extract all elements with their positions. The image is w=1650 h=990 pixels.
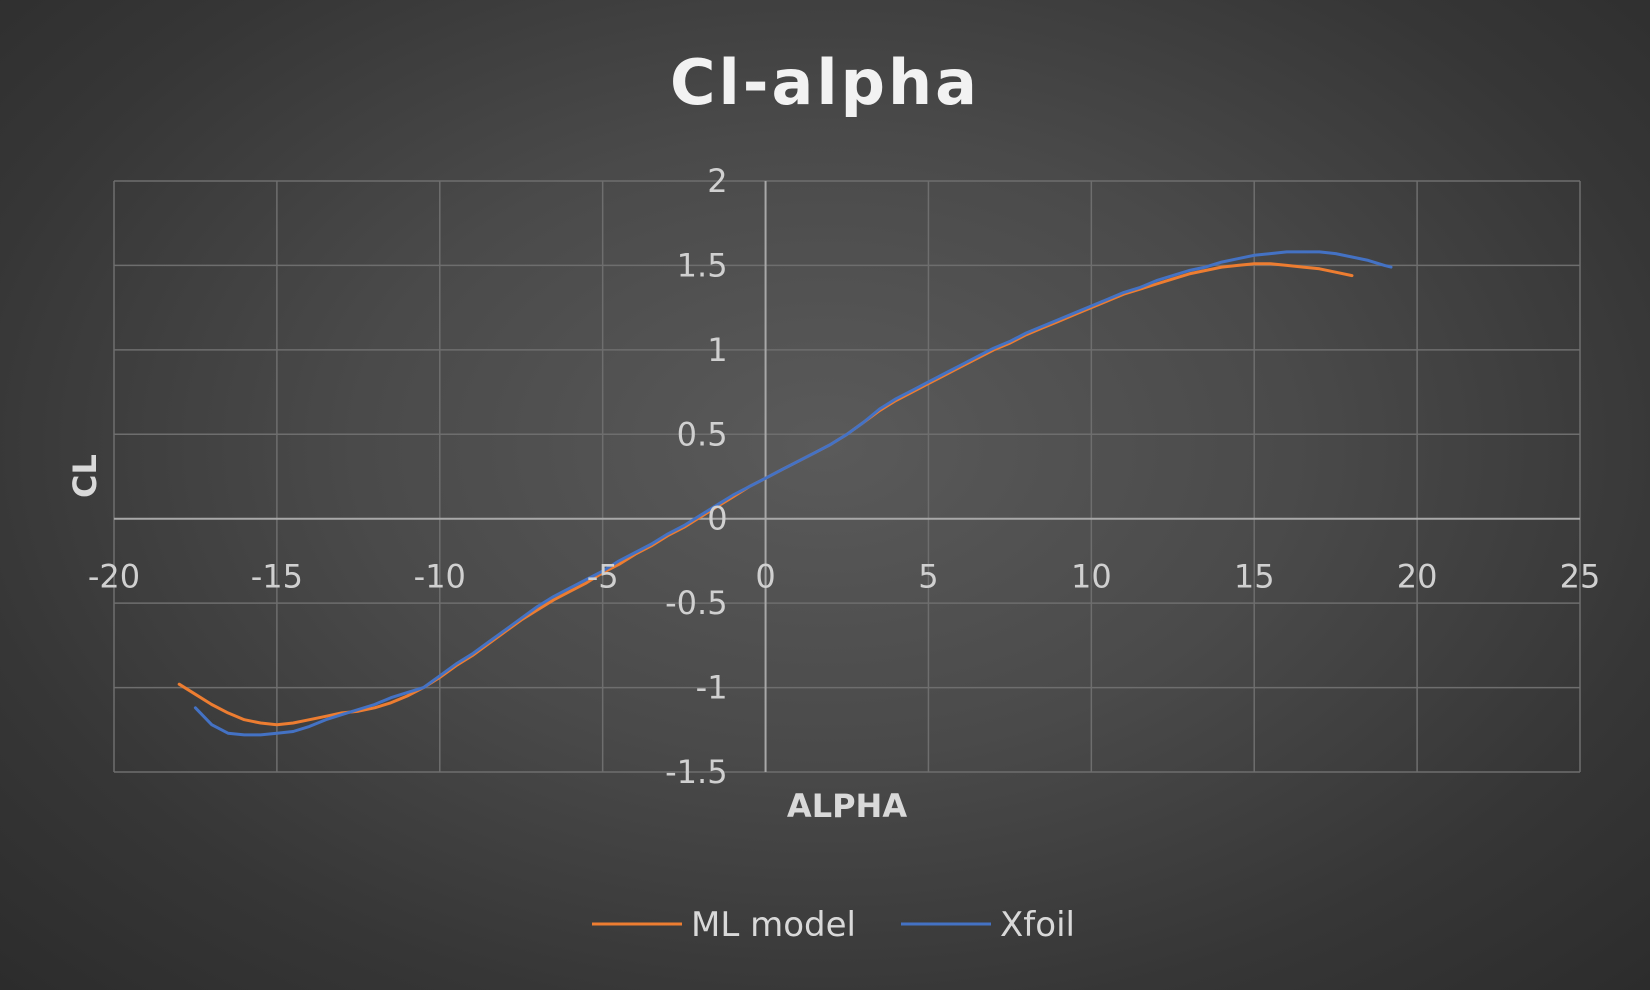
tick-labels: -20 -15 -10 -5 0 5 10 15 20 25 -1.5 -1 -0.5 0 0.5 1 1.5 2 bbox=[88, 162, 1600, 791]
x-tick-label: 25 bbox=[1560, 558, 1601, 596]
legend-label-xfoil: Xfoil bbox=[1000, 905, 1075, 945]
y-tick-label: 1.5 bbox=[677, 246, 728, 284]
x-tick-label: -10 bbox=[414, 558, 466, 596]
chart-title: Cl-alpha bbox=[670, 46, 980, 119]
series-line-xfoil bbox=[193, 250, 1393, 737]
y-tick-label: 1 bbox=[707, 331, 727, 369]
legend-label-ml-model: ML model bbox=[691, 905, 856, 945]
x-tick-label: 15 bbox=[1234, 558, 1275, 596]
x-tick-label: 5 bbox=[918, 558, 938, 596]
x-tick-label: -20 bbox=[88, 558, 140, 596]
y-tick-label: -1.5 bbox=[665, 753, 727, 791]
y-tick-label: 0.5 bbox=[677, 415, 728, 453]
x-tick-label: 0 bbox=[755, 558, 775, 596]
legend: ML model Xfoil bbox=[592, 905, 1075, 945]
y-axis-title: CL bbox=[66, 454, 104, 498]
y-tick-label: -1 bbox=[696, 669, 728, 707]
y-tick-label: 2 bbox=[707, 162, 727, 200]
data-series bbox=[177, 250, 1393, 737]
x-tick-label: 20 bbox=[1397, 558, 1438, 596]
x-tick-label: 10 bbox=[1071, 558, 1112, 596]
x-tick-label: -15 bbox=[251, 558, 303, 596]
axes bbox=[114, 181, 1580, 772]
y-tick-label: 0 bbox=[707, 500, 727, 538]
x-tick-label: -5 bbox=[587, 558, 619, 596]
y-tick-label: -0.5 bbox=[665, 584, 727, 622]
x-axis-title: ALPHA bbox=[787, 787, 907, 825]
gridlines bbox=[113, 180, 1581, 773]
